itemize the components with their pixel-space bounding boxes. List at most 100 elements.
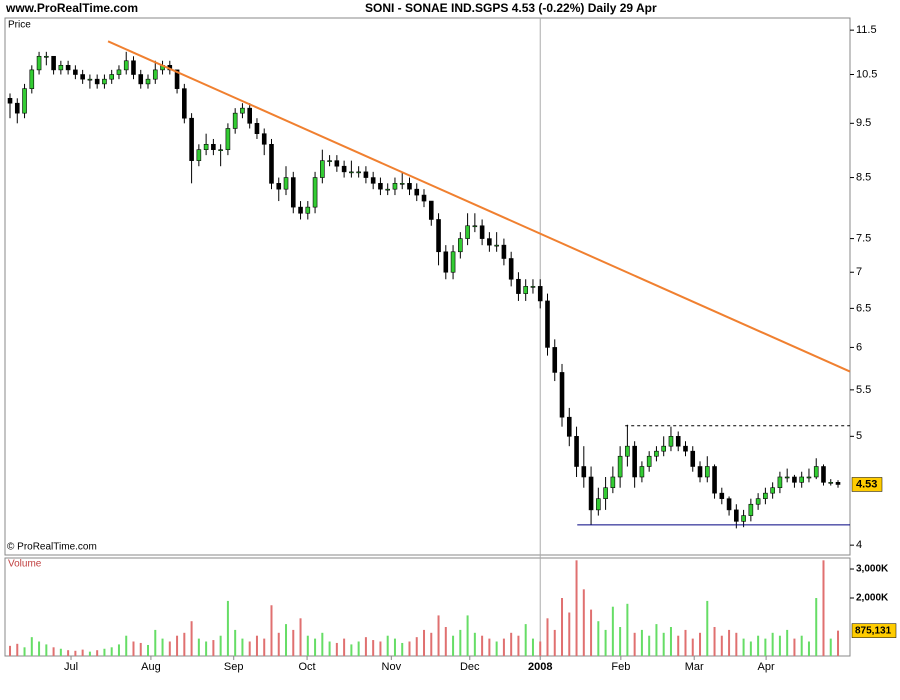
y-tick-label: 5.5: [856, 384, 871, 396]
candle-body: [290, 177, 296, 208]
y2-tick-label: 3,000K: [856, 564, 889, 575]
candle-body: [363, 171, 369, 178]
candle-body: [792, 476, 797, 483]
price-panel: [4, 17, 851, 556]
volume-bar: [502, 638, 505, 656]
candle-body: [102, 78, 107, 85]
volume-bar: [430, 632, 433, 656]
candle-body: [269, 143, 274, 184]
y-tick-label: 7.5: [856, 233, 871, 245]
y-tick-label: 6: [856, 341, 862, 353]
candle-body: [51, 55, 56, 71]
candle-body: [131, 60, 136, 75]
candle-body: [704, 466, 710, 478]
volume-bar: [176, 635, 179, 656]
volume-bar: [691, 638, 694, 656]
volume-bar: [328, 641, 331, 656]
candle-body: [784, 476, 790, 479]
candle-body: [407, 183, 412, 190]
volume-bar: [401, 642, 404, 656]
candle-body: [65, 65, 71, 71]
candle-body: [312, 177, 318, 208]
x-tick-label: Jul: [64, 661, 78, 673]
volume-bar: [597, 621, 600, 656]
candle-body: [138, 74, 144, 85]
volume-bar: [619, 627, 622, 656]
volume-bar: [582, 589, 585, 656]
candle-body: [196, 149, 202, 161]
volume-bar: [197, 638, 200, 656]
x-tick-label: Nov: [382, 661, 402, 673]
y-tick-label: 9.5: [856, 117, 871, 129]
volume-bar: [168, 641, 171, 656]
candle-body: [7, 98, 13, 104]
candle-body: [116, 69, 122, 75]
candle-body: [530, 286, 536, 288]
volume-bar: [713, 627, 716, 656]
volume-bar: [437, 615, 440, 656]
volume-bar: [735, 632, 738, 656]
candle-body: [748, 503, 754, 516]
last-price-label: 4.53: [856, 478, 877, 490]
candle-body: [254, 123, 260, 134]
volume-bar: [633, 632, 636, 656]
volume-bar: [139, 642, 142, 656]
volume-bar: [161, 638, 164, 656]
candle-body: [29, 69, 35, 89]
candle-body: [145, 78, 151, 85]
candle-body: [356, 171, 361, 174]
candle-body: [632, 445, 637, 478]
volume-bar: [103, 648, 106, 656]
candle-body: [370, 177, 376, 184]
candle-body: [668, 436, 674, 447]
candle-body: [225, 128, 231, 150]
candle-body: [232, 112, 238, 129]
candle-body: [625, 445, 630, 457]
volume-bar: [88, 651, 91, 656]
candle-body: [450, 251, 456, 273]
volume-bar: [546, 618, 549, 656]
candle-body: [399, 183, 405, 185]
y2-tick-label: 2,000K: [856, 593, 889, 604]
y-tick-label: 5: [856, 430, 862, 442]
candle-body: [675, 436, 681, 447]
candle-body: [94, 78, 100, 85]
volume-bar: [531, 638, 534, 656]
candle-body: [559, 372, 565, 418]
volume-bar: [110, 647, 113, 656]
candle-body: [835, 482, 841, 485]
volume-bar: [9, 645, 12, 656]
candle-body: [320, 160, 325, 178]
volume-bar: [408, 641, 411, 656]
candle-body: [479, 225, 485, 239]
candle-body: [123, 60, 129, 71]
y-tick-label: 11.5: [856, 24, 877, 36]
volume-bar: [59, 648, 62, 656]
volume-bar: [38, 641, 41, 656]
candle-body: [152, 69, 158, 80]
candle-body: [218, 149, 223, 151]
candle-body: [109, 74, 114, 80]
candle-body: [734, 509, 739, 522]
candle-body: [508, 258, 514, 280]
x-tick-label: Oct: [299, 661, 316, 673]
candle-body: [428, 200, 434, 220]
candle-body: [777, 476, 783, 489]
x-tick-label: Mar: [685, 661, 704, 673]
trend-line: [107, 40, 851, 373]
candle-body: [349, 171, 354, 174]
candle-body: [211, 143, 216, 150]
candle-body: [14, 102, 20, 114]
candle-body: [654, 450, 659, 457]
candle-body: [174, 69, 180, 89]
volume-bar: [117, 644, 120, 656]
candle-body: [566, 416, 572, 437]
candle-body: [799, 476, 804, 483]
candle-body: [813, 466, 819, 478]
volume-bar: [677, 635, 680, 656]
site-label: www.ProRealTime.com: [5, 1, 138, 15]
volume-bar: [45, 644, 48, 656]
candle-body: [261, 133, 267, 145]
volume-panel: [4, 557, 851, 657]
